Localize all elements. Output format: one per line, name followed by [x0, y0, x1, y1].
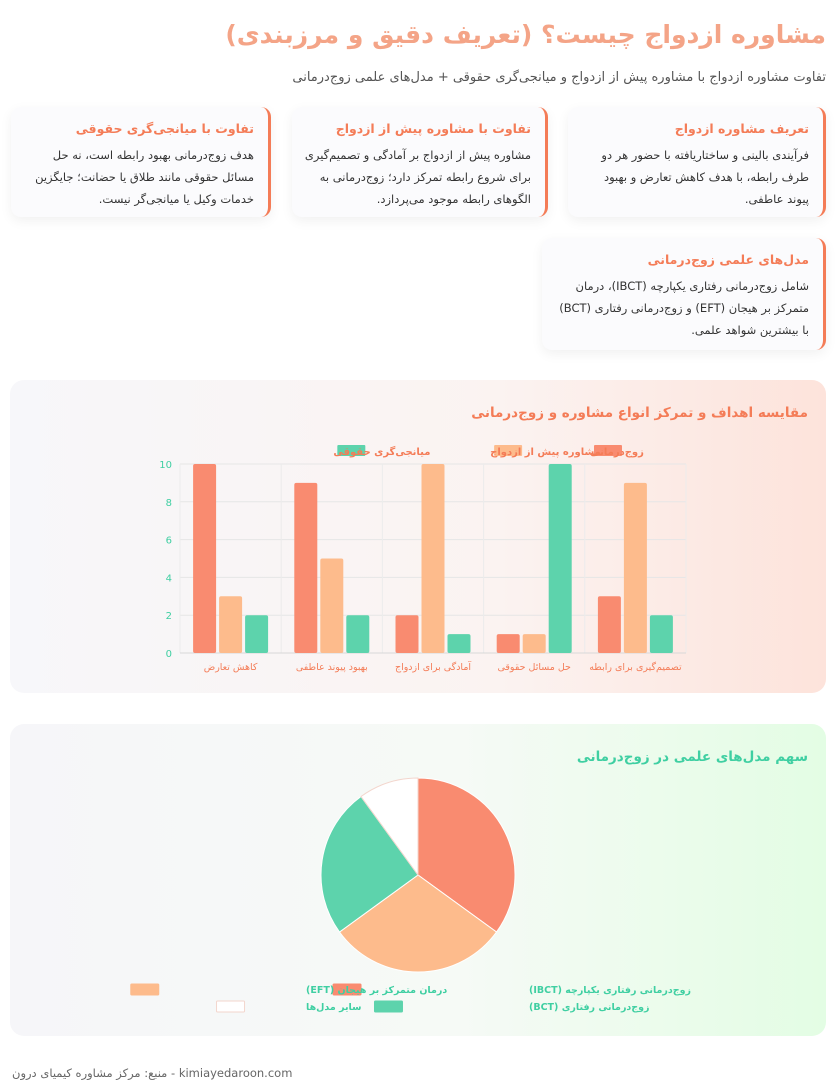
pie-chart-panel: سهم مدل‌های علمی در زوج‌درمانی زوج‌درمان…	[10, 724, 826, 1036]
bar	[649, 615, 673, 653]
legend-label: سایر مدل‌ها	[306, 1002, 361, 1013]
x-tick-label: بهبود پیوند عاطفی	[296, 662, 368, 673]
legend-swatch	[494, 445, 523, 456]
card-premarital: تفاوت با مشاوره پیش از ازدواج مشاوره پیش…	[292, 107, 548, 217]
legend-label: زوج‌درمانی رفتاری (BCT)	[529, 1002, 650, 1013]
card-body: هدف زوج‌درمانی بهبود رابطه است، نه حل مس…	[35, 148, 254, 206]
pie-chart: زوج‌درمانی رفتاری یکپارچه (IBCT) درمان مت…	[130, 777, 691, 1013]
pie-slice	[417, 777, 516, 933]
card-body: شامل زوج‌درمانی رفتاری یکپارچه (IBCT)، د…	[559, 279, 809, 337]
card-models: مدل‌های علمی زوج‌درمانی شامل زوج‌درمانی …	[542, 238, 826, 350]
legend-swatch	[594, 445, 622, 456]
card-title: تعریف مشاوره ازدواج	[674, 121, 809, 136]
legend-label: درمان متمرکز بر هیجان (EFT)	[306, 985, 447, 996]
x-tick-label: تصمیم‌گیری برای رابطه	[589, 661, 682, 673]
bar	[421, 464, 445, 653]
pie-slice	[320, 795, 419, 933]
bar	[623, 482, 647, 653]
bar	[522, 634, 546, 653]
bar	[395, 615, 419, 653]
card-mediation: تفاوت با میانجی‌گری حقوقی هدف زوج‌درمانی…	[11, 107, 271, 217]
x-tick-label: آمادگی برای ازدواج	[395, 660, 471, 673]
bar-chart-title: مقایسه اهداف و تمرکز انواع مشاوره و زوج‌…	[471, 405, 808, 421]
bar	[597, 596, 621, 653]
y-tick-label: 8	[166, 498, 172, 509]
x-tick-label: حل مسائل حقوقی	[497, 662, 571, 673]
bar-chart: 0 2 4 6 8 10 کاهش تعارض بهبود پیوند عاطفی آمادگی…	[159, 445, 687, 673]
page-subtitle: تفاوت مشاوره ازدواج با مشاوره پیش از ازد…	[292, 70, 826, 85]
card-body: فرآیندی بالینی و ساختاریافته با حضور هر …	[601, 148, 809, 206]
legend-swatch	[373, 1000, 403, 1013]
x-tick-label: کاهش تعارض	[204, 662, 258, 673]
card-definition: تعریف مشاوره ازدواج فرآیندی بالینی و ساخ…	[568, 107, 826, 217]
y-tick-label: 0	[166, 649, 172, 660]
bar	[346, 615, 370, 653]
legend-label: زوج‌درمانی رفتاری یکپارچه (IBCT)	[529, 985, 691, 996]
legend-swatch	[130, 983, 160, 996]
y-tick-label: 4	[166, 573, 172, 584]
card-title: تفاوت با مشاوره پیش از ازدواج	[335, 121, 531, 136]
legend-swatch	[216, 1000, 246, 1013]
bar-chart-panel: مقایسه اهداف و تمرکز انواع مشاوره و زوج‌…	[10, 380, 826, 693]
bar	[496, 634, 520, 653]
bar	[219, 596, 243, 653]
bar	[294, 482, 318, 653]
legend-label: مشاوره پیش از ازدواج	[490, 447, 601, 458]
legend-label: زوج‌درمانی	[590, 447, 644, 458]
y-tick-label: 2	[166, 611, 172, 622]
card-title: مدل‌های علمی زوج‌درمانی	[647, 252, 809, 267]
card-title: تفاوت با میانجی‌گری حقوقی	[75, 121, 254, 136]
pie-slice	[360, 777, 419, 877]
card-body: مشاوره پیش از ازدواج بر آمادگی و تصمیم‌گ…	[304, 148, 531, 206]
bar	[193, 464, 217, 653]
bar	[548, 464, 572, 653]
y-tick-label: 10	[159, 460, 172, 471]
legend-swatch	[332, 983, 362, 996]
bar	[245, 615, 269, 653]
legend-swatch	[337, 445, 366, 456]
legend-label: میانجی‌گری حقوقی	[333, 445, 430, 458]
pie-slice	[338, 874, 498, 973]
pie-chart-title: سهم مدل‌های علمی در زوج‌درمانی	[576, 749, 808, 765]
bar	[320, 558, 344, 653]
page-title: مشاوره ازدواج چیست؟ (تعریف دقیق و مرزبند…	[225, 20, 826, 49]
footer-source: kimiayedaroon.com - منبع: مرکز مشاوره کی…	[12, 1066, 293, 1080]
bar	[447, 634, 471, 653]
y-tick-label: 6	[166, 536, 172, 547]
